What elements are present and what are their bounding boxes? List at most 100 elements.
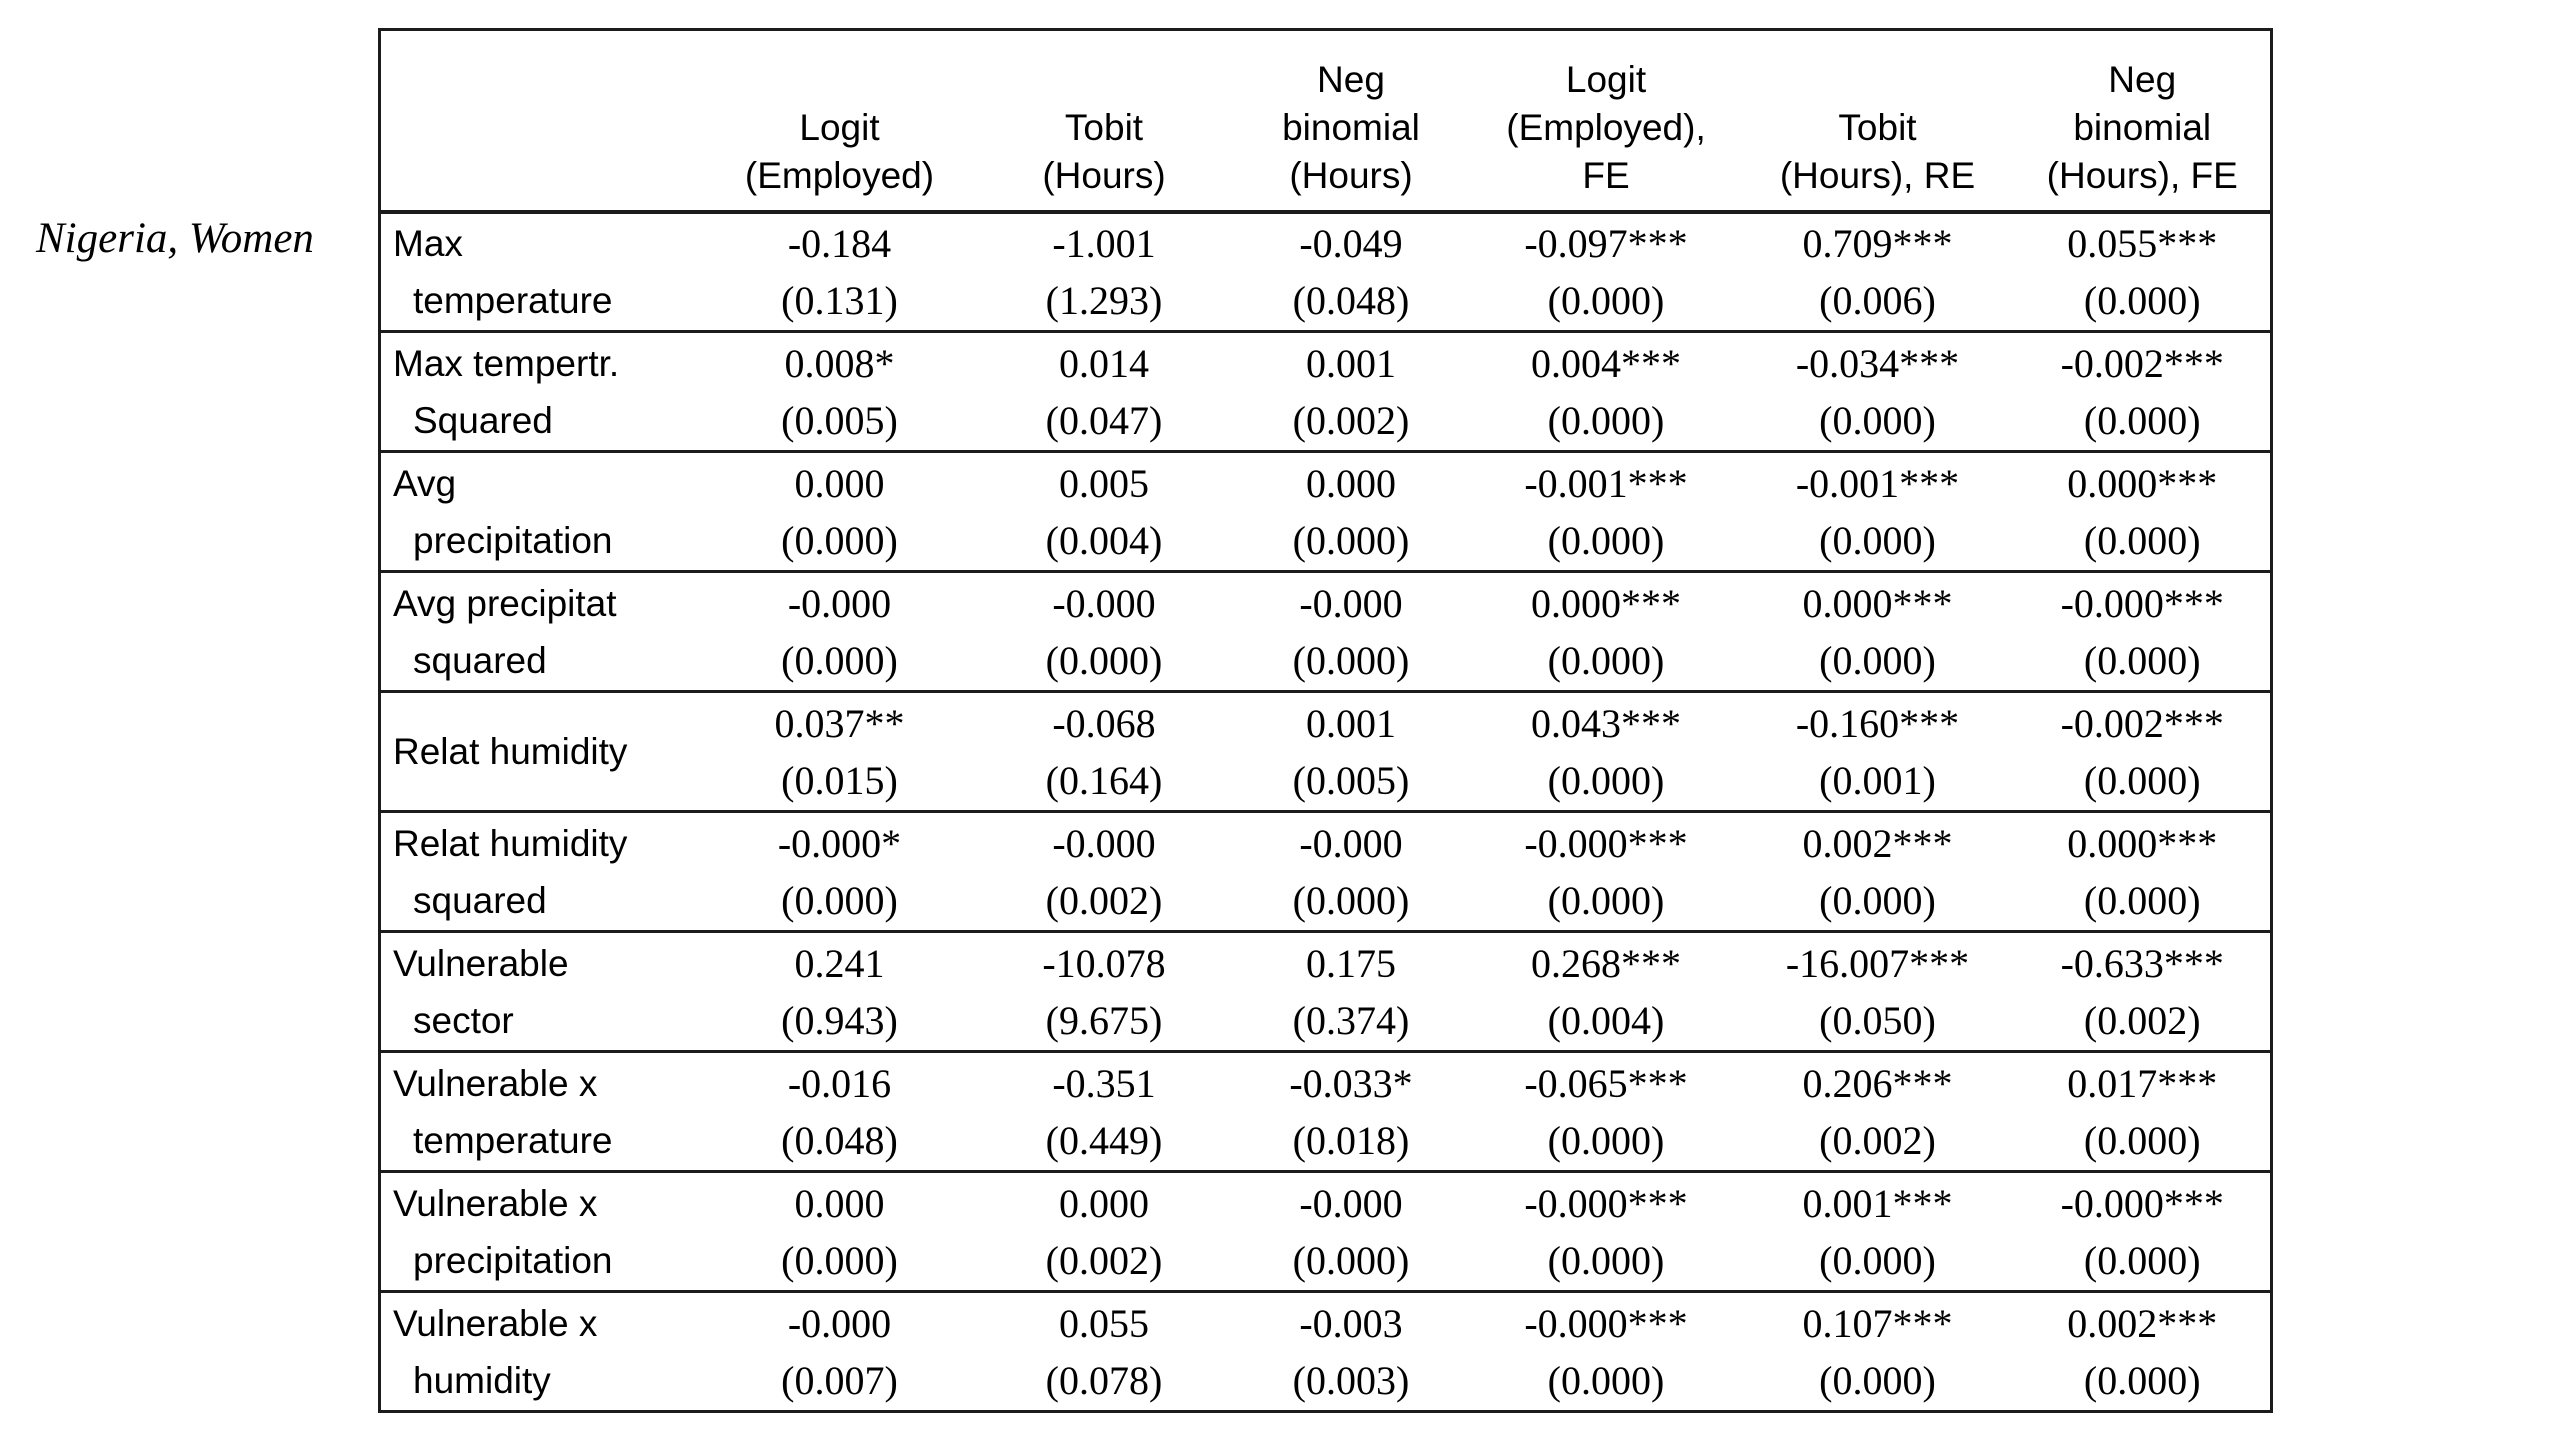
- standard-error: (9.675): [1045, 997, 1163, 1043]
- coefficient-value: -0.068: [1052, 700, 1156, 746]
- standard-error: (0.000): [1292, 1237, 1410, 1283]
- header-line: (Hours), FE: [2046, 154, 2238, 196]
- standard-error: (0.000): [781, 877, 898, 923]
- coefficient-value: 0.268***: [1531, 940, 1681, 986]
- table-row: Vulnerable x precipitation 0.000 (0.000)…: [379, 1170, 2272, 1292]
- regression-results-table: Logit (Employed) Tobit (Hours) Neg binom…: [378, 28, 2273, 1413]
- header-line: (Hours): [1042, 154, 1166, 196]
- row-label: Vulnerable x temperature: [379, 1050, 702, 1172]
- coefficient-value: -0.000***: [1524, 820, 1688, 866]
- standard-error: (0.000): [1547, 1237, 1665, 1283]
- cell-negbinomial-hours-fe: -0.002*** (0.000): [2014, 690, 2272, 812]
- row-label: Max temperature: [380, 212, 702, 332]
- standard-error: (0.078): [1045, 1357, 1163, 1403]
- coefficient-value: 0.008*: [784, 340, 895, 386]
- coefficient-value: -0.000: [1299, 820, 1403, 866]
- coefficient-value: -0.351: [1052, 1060, 1156, 1106]
- coefficient-value: 0.000: [1306, 460, 1396, 506]
- standard-error: (0.018): [1292, 1117, 1410, 1163]
- row-label-line1: Max tempertr.: [393, 342, 620, 384]
- coefficient-value: -0.001***: [1524, 460, 1688, 506]
- standard-error: (0.002): [1045, 1237, 1163, 1283]
- coefficient-value: 0.001: [1306, 340, 1396, 386]
- header-line: Logit: [799, 106, 880, 148]
- cell-negbinomial-hours: 0.000 (0.000): [1230, 450, 1472, 572]
- cell-negbinomial-hours: -0.000 (0.000): [1230, 810, 1472, 932]
- cell-logit-employed-fe: 0.043*** (0.000): [1471, 690, 1741, 812]
- row-label-line2: precipitation: [413, 519, 613, 561]
- cell-logit-employed: 0.241 (0.943): [701, 930, 978, 1052]
- coefficient-value: 0.000***: [2067, 460, 2218, 506]
- cell-logit-employed: 0.037** (0.015): [701, 690, 978, 812]
- coefficient-value: -0.000: [1299, 1180, 1403, 1226]
- row-label-line1: Avg: [393, 462, 457, 504]
- standard-error: (0.003): [1292, 1357, 1410, 1403]
- standard-error: (0.000): [1547, 637, 1665, 683]
- row-label-line2: temperature: [413, 279, 613, 321]
- standard-error: (0.000): [1547, 877, 1665, 923]
- coefficient-value: -0.633***: [2060, 940, 2224, 986]
- row-label-line2: sector: [413, 999, 514, 1041]
- row-label: Max tempertr. Squared: [379, 330, 702, 452]
- cell-tobit-hours: -0.000 (0.000): [977, 570, 1231, 692]
- cell-tobit-hours-re: 0.206*** (0.002): [1740, 1050, 2015, 1172]
- row-label: Avg precipitation: [379, 450, 702, 572]
- cell-tobit-hours-re: 0.002*** (0.000): [1740, 810, 2015, 932]
- coefficient-value: -0.000***: [1524, 1300, 1688, 1346]
- row-label-line2: humidity: [413, 1359, 551, 1401]
- table-row: Relat humidity squared -0.000* (0.000) -…: [379, 810, 2272, 932]
- coefficient-value: 0.017***: [2067, 1060, 2218, 1106]
- coefficient-value: -0.000***: [2060, 580, 2224, 626]
- coefficient-value: -0.016: [787, 1060, 892, 1106]
- standard-error: (0.048): [1292, 277, 1410, 323]
- standard-error: (0.002): [2083, 997, 2201, 1043]
- cell-logit-employed: 0.008* (0.005): [701, 330, 978, 452]
- header-col-negbinomial-hours-fe: Neg binomial (Hours), FE: [2014, 29, 2272, 214]
- coefficient-value: -0.065***: [1524, 1060, 1688, 1106]
- coefficient-value: 0.043***: [1531, 700, 1681, 746]
- cell-negbinomial-hours-fe: 0.000*** (0.000): [2014, 810, 2272, 932]
- coefficient-value: 0.004***: [1531, 340, 1681, 386]
- standard-error: (0.374): [1292, 997, 1410, 1043]
- standard-error: (0.000): [1547, 517, 1665, 563]
- cell-logit-employed-fe: -0.065*** (0.000): [1471, 1050, 1741, 1172]
- standard-error: (0.000): [1819, 1237, 1936, 1283]
- standard-error: (0.000): [1819, 517, 1936, 563]
- row-label-line2: precipitation: [413, 1239, 613, 1281]
- standard-error: (0.000): [781, 517, 898, 563]
- cell-negbinomial-hours-fe: 0.055*** (0.000): [2015, 212, 2272, 332]
- cell-tobit-hours: 0.055 (0.078): [977, 1290, 1231, 1412]
- cell-logit-employed-fe: -0.001*** (0.000): [1471, 450, 1741, 572]
- cell-negbinomial-hours-fe: -0.002*** (0.000): [2014, 330, 2272, 452]
- table-row: Max tempertr. Squared 0.008* (0.005) 0.0…: [379, 330, 2272, 452]
- standard-error: (0.000): [2083, 517, 2201, 563]
- standard-error: (0.000): [2083, 637, 2201, 683]
- cell-tobit-hours-re: 0.107*** (0.000): [1740, 1290, 2015, 1412]
- standard-error: (0.000): [2083, 877, 2201, 923]
- cell-negbinomial-hours-fe: -0.000*** (0.000): [2014, 570, 2272, 692]
- coefficient-value: -0.000***: [2060, 1180, 2224, 1226]
- table-row: Relat humidity 0.037** (0.015) -0.068 (0…: [379, 690, 2272, 812]
- standard-error: (0.002): [1045, 877, 1163, 923]
- coefficient-value: 0.709***: [1802, 220, 1953, 266]
- cell-logit-employed: 0.000 (0.000): [701, 450, 978, 572]
- header-line: (Employed),: [1506, 106, 1706, 148]
- standard-error: (0.000): [1547, 277, 1665, 323]
- cell-negbinomial-hours: 0.175 (0.374): [1230, 930, 1472, 1052]
- row-label-line1: Max: [393, 222, 463, 264]
- coefficient-value: 0.055: [1059, 1300, 1149, 1346]
- coefficient-value: -0.000: [1052, 820, 1156, 866]
- cell-tobit-hours-re: -0.034*** (0.000): [1740, 330, 2015, 452]
- coefficient-value: 0.107***: [1802, 1300, 1953, 1346]
- coefficient-value: 0.000***: [1802, 580, 1953, 626]
- standard-error: (0.164): [1045, 757, 1163, 803]
- cell-negbinomial-hours: -0.000 (0.000): [1230, 1170, 1472, 1292]
- cell-tobit-hours-re: 0.001*** (0.000): [1740, 1170, 2015, 1292]
- row-label: Relat humidity: [379, 690, 702, 812]
- standard-error: (0.000): [1045, 637, 1163, 683]
- standard-error: (0.000): [1547, 1117, 1665, 1163]
- coefficient-value: 0.000***: [1531, 580, 1681, 626]
- coefficient-value: -0.001***: [1795, 460, 1960, 506]
- coefficient-value: -0.034***: [1795, 340, 1960, 386]
- coefficient-value: 0.000: [794, 460, 885, 506]
